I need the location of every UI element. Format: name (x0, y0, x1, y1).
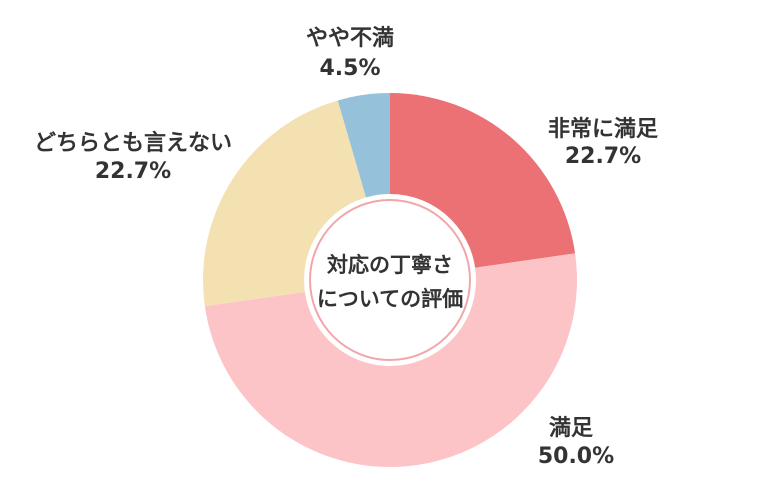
center-title-line-1: 対応の丁寧さ (327, 253, 453, 277)
slice-label-satisfied: 満足 (549, 415, 593, 441)
slice-label-somewhat-dissatisfied: やや不満 (306, 25, 394, 51)
slice-percent-very-satisfied: 22.7% (565, 144, 641, 169)
slice-label-very-satisfied: 非常に満足 (548, 116, 658, 142)
slice-percent-somewhat-dissatisfied: 4.5% (319, 56, 380, 81)
slice-percent-satisfied: 50.0% (538, 444, 614, 469)
center-title-line-2: についての評価 (317, 287, 463, 311)
center-hole (304, 194, 476, 366)
center-ring (309, 199, 471, 361)
slice-percent-neutral: 22.7% (95, 159, 171, 184)
slice-label-neutral: どちらとも言えない (34, 130, 232, 156)
